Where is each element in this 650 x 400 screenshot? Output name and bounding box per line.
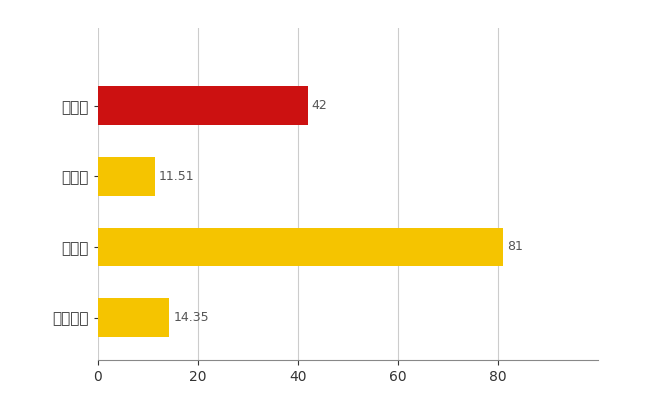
Text: 81: 81 xyxy=(507,240,523,254)
Bar xyxy=(98,228,503,266)
Text: 14.35: 14.35 xyxy=(174,311,209,324)
Bar xyxy=(98,298,169,337)
Bar xyxy=(98,86,307,125)
Text: 11.51: 11.51 xyxy=(159,170,195,183)
Text: 42: 42 xyxy=(312,99,328,112)
Bar xyxy=(98,157,155,196)
